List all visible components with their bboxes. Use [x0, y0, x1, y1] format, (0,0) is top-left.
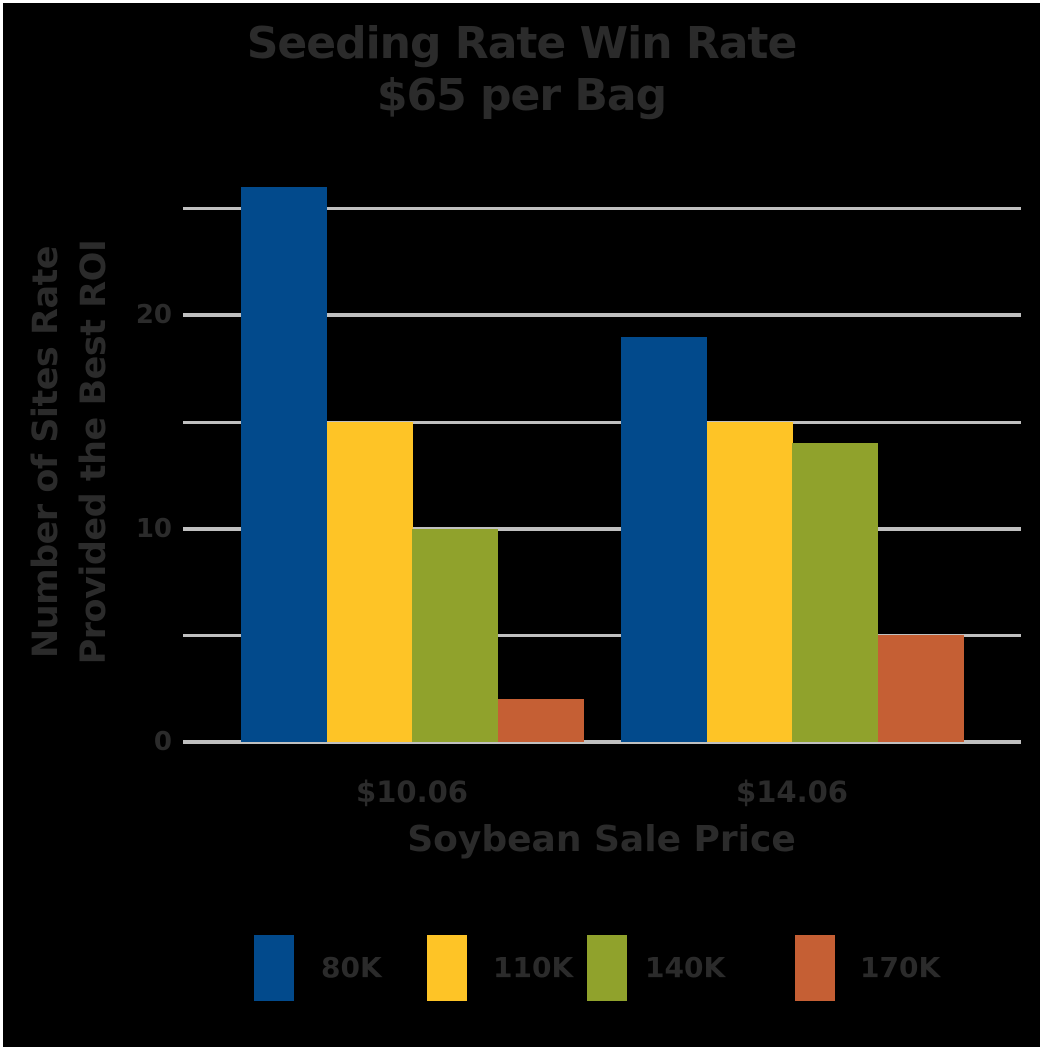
legend-label-170k: 170K: [860, 951, 941, 984]
bar-80k-1: [241, 187, 327, 742]
bar-170k-2: [877, 635, 964, 742]
x-tick-label: $10.06: [356, 775, 468, 809]
bar-140k-1: [412, 528, 498, 742]
x-tick-label: $14.06: [736, 775, 848, 809]
bar-80k-2: [621, 336, 707, 742]
gridline: [183, 420, 1021, 424]
gridline: [183, 633, 1021, 637]
bar-140k-2: [792, 443, 878, 742]
legend-swatch-170k: [795, 935, 835, 1001]
bar-110k-1: [326, 422, 413, 742]
gridline: [183, 313, 1021, 318]
y-tick-label: 0: [153, 727, 172, 757]
gridline: [183, 740, 1021, 744]
legend-swatch-140k: [587, 935, 627, 1001]
y-axis-label-line-2: Provided the Best ROI: [74, 239, 114, 665]
legend-label-140k: 140K: [645, 951, 726, 984]
chart-title: Seeding Rate Win Rate $65 per Bag: [0, 18, 1043, 122]
bar-110k-2: [706, 422, 793, 742]
legend-label-110k: 110K: [493, 951, 574, 984]
chart-title-line-1: Seeding Rate Win Rate: [246, 18, 798, 69]
gridline: [183, 207, 1021, 211]
bar-170k-1: [497, 699, 584, 742]
y-axis-label-line-1: Number of Sites Rate: [26, 245, 66, 659]
x-axis-label: Soybean Sale Price: [407, 819, 796, 860]
y-tick-label: 10: [135, 513, 172, 544]
gridline: [183, 526, 1021, 531]
y-tick-label: 20: [135, 300, 172, 331]
legend-label-80k: 80K: [321, 951, 382, 984]
legend-swatch-110k: [427, 935, 467, 1001]
chart-title-line-2: $65 per Bag: [376, 70, 667, 121]
y-axis-label: Number of Sites Rate Provided the Best R…: [22, 182, 122, 722]
legend-swatch-80k: [254, 935, 294, 1001]
